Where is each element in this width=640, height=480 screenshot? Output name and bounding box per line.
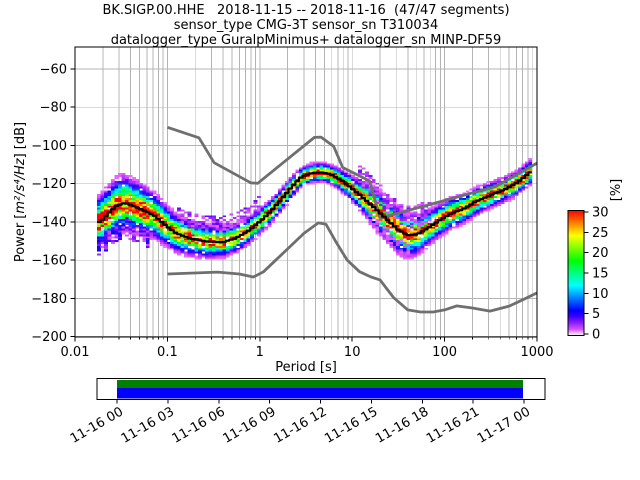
- x-tick-label: 0.01: [61, 345, 90, 360]
- peterson_low_noise_model-line: [167, 221, 538, 314]
- noise-model-lines: [166, 125, 538, 314]
- y-axis-ticks: −60 −80 −100 −120 −140 −160 −180 −200: [31, 63, 75, 345]
- x-axis-label: Period [s]: [275, 360, 337, 375]
- y-tick-label: −160: [31, 254, 67, 269]
- title-line-2: sensor_type CMG-3T sensor_sn T310034: [174, 18, 438, 33]
- colorbar-label: [%]: [609, 179, 624, 202]
- y-axis-label-prefix: Power [: [13, 214, 28, 263]
- title-line-3: datalogger_type GuralpMinimus+ datalogge…: [111, 33, 502, 48]
- y-tick-label: −180: [31, 292, 67, 307]
- coverage-segment-top: [117, 379, 523, 389]
- coverage-segment-bottom: [117, 388, 523, 399]
- x-tick-label: 10: [344, 345, 361, 360]
- y-axis-label-suffix: ] [dB]: [13, 122, 28, 159]
- y-tick-label: −60: [40, 63, 67, 78]
- colorbar-gradient: [567, 210, 585, 336]
- colorbar-tick-label: 30: [592, 206, 609, 221]
- y-tick-label: −80: [40, 101, 67, 116]
- x-tick-label: 100: [432, 345, 457, 360]
- y-tick-label: −200: [31, 330, 67, 345]
- peterson_high_noise_model-line: [166, 125, 538, 220]
- y-tick-label: −100: [31, 139, 67, 154]
- y-axis-label-units: m²/s⁴/Hz: [13, 157, 28, 213]
- colorbar-tick-label: 5: [592, 307, 600, 322]
- colorbar: 0 5 10 15 20 25 30: [567, 206, 609, 343]
- plot-area-border: [74, 46, 538, 338]
- x-tick-label: 0.1: [157, 345, 178, 360]
- title-line-1: BK.SIGP.00.HHE 2018-11-15 -- 2018-11-16 …: [102, 3, 509, 18]
- x-tick-label: 1000: [520, 345, 553, 360]
- colorbar-tick-label: 15: [592, 267, 609, 282]
- x-axis-ticks: 0.01 0.1 1 10 100 1000: [61, 337, 554, 360]
- y-tick-label: −140: [31, 215, 67, 230]
- x-tick-label: 1: [256, 345, 264, 360]
- colorbar-tick-label: 25: [592, 226, 609, 241]
- colorbar-tick-label: 10: [592, 287, 609, 302]
- colorbar-tick-label: 20: [592, 246, 609, 261]
- y-tick-label: −120: [31, 177, 67, 192]
- y-axis-label: Power [m²/s⁴/Hz] [dB]: [13, 122, 28, 262]
- mean-psd-line: [97, 171, 532, 244]
- colorbar-tick-label: 0: [592, 328, 600, 343]
